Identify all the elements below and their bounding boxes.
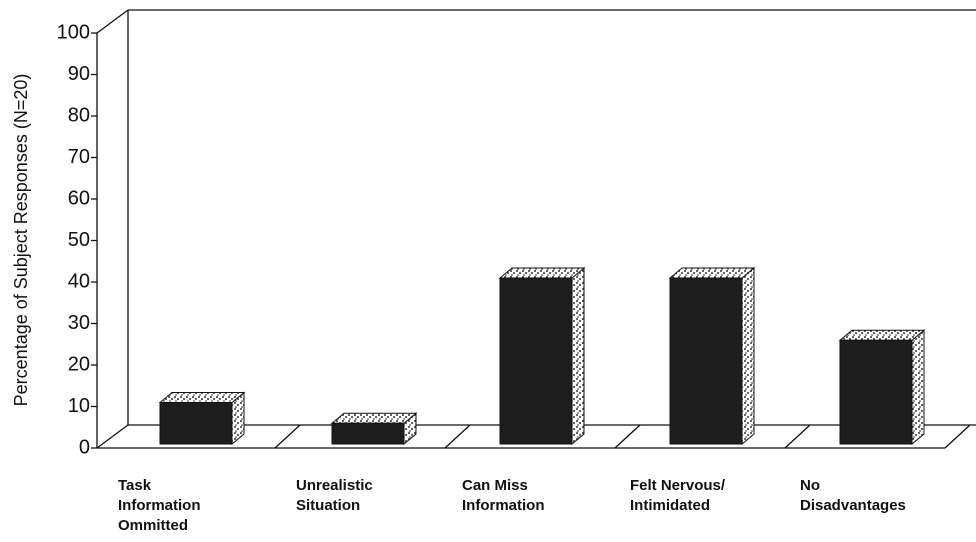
y-tick-label: 50 <box>68 229 90 251</box>
y-tick-label: 20 <box>68 353 90 375</box>
y-tick-label: 0 <box>79 436 90 458</box>
bar-face <box>741 266 755 446</box>
y-tick-label: 10 <box>68 395 90 417</box>
bar-face <box>499 277 573 445</box>
x-tick-label: Felt Nervous/ Intimidated <box>630 477 726 514</box>
y-tick-label: 70 <box>68 146 90 168</box>
y-tick-label: 100 <box>57 21 90 43</box>
bar-face <box>668 267 756 279</box>
bar-face <box>669 277 743 445</box>
y-axis-label: Percentage of Subject Responses (N=20) <box>11 74 31 407</box>
bar <box>498 266 586 446</box>
y-tick-label: 60 <box>68 187 90 209</box>
bar-face <box>331 422 405 445</box>
bar <box>838 329 926 446</box>
x-tick-label: Can Miss Information <box>462 477 545 514</box>
bar-face <box>571 266 585 446</box>
bar-face <box>911 329 925 446</box>
bar-face <box>838 329 926 341</box>
y-tick-label: 30 <box>68 312 90 334</box>
x-tick-label: Task Information Ommitted <box>118 477 201 534</box>
bar <box>158 391 246 446</box>
bar-face <box>158 392 246 403</box>
bar-face <box>498 267 586 279</box>
y-tick-label: 90 <box>68 63 90 85</box>
x-tick-label: No Disadvantages <box>800 477 906 514</box>
y-tick-label: 40 <box>68 270 90 292</box>
bar-face <box>330 412 418 424</box>
bar-face <box>839 339 913 445</box>
bar <box>330 412 418 446</box>
y-tick-label: 80 <box>68 104 90 126</box>
bar <box>668 266 756 446</box>
x-tick-label: Unrealistic Situation <box>296 477 373 514</box>
bar-face <box>159 402 233 445</box>
